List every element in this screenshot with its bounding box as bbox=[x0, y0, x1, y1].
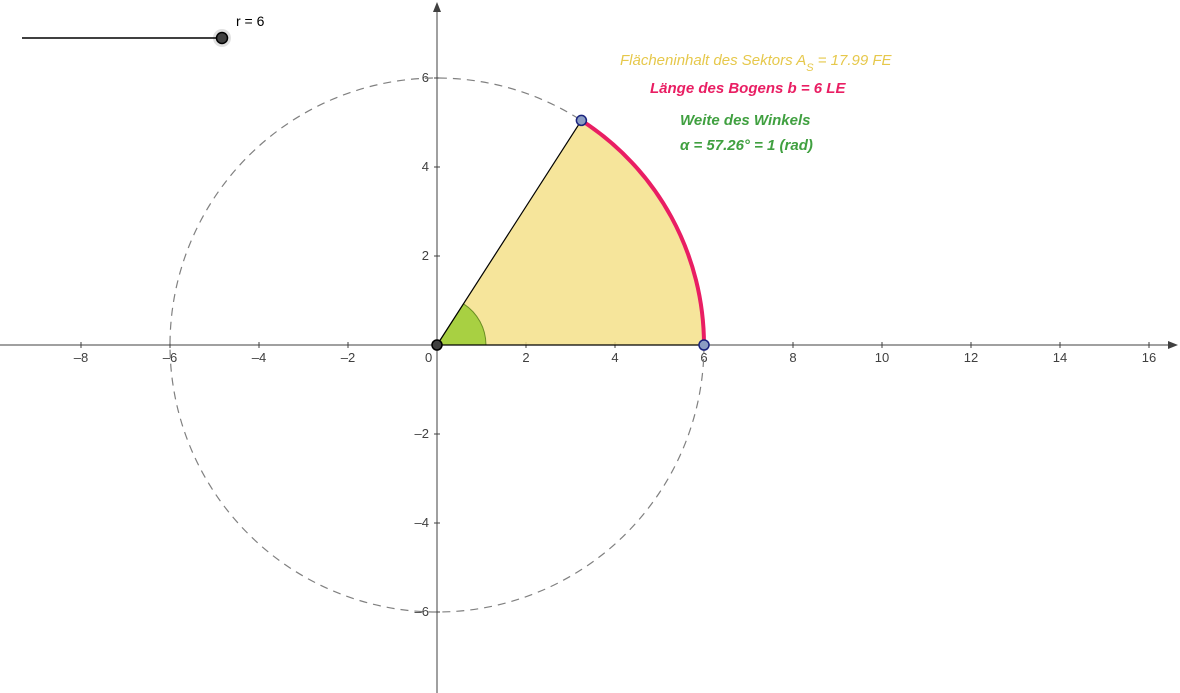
x-tick-label: 14 bbox=[1053, 350, 1067, 365]
y-tick-label: 2 bbox=[422, 248, 429, 263]
x-tick-label: 0 bbox=[425, 350, 432, 365]
x-tick-label: –2 bbox=[341, 350, 355, 365]
radius-slider[interactable]: r = 6 bbox=[22, 13, 265, 47]
label-angle-title: Weite des Winkels bbox=[680, 112, 810, 129]
label-arc: Länge des Bogens b = 6 LE bbox=[650, 80, 846, 97]
x-tick-label: 8 bbox=[789, 350, 796, 365]
geometry-plot: –8–6–4–20246810121416–6–4–2246r = 6Fläch… bbox=[0, 0, 1180, 693]
x-tick-label: 16 bbox=[1142, 350, 1156, 365]
y-tick-label: 6 bbox=[422, 70, 429, 85]
x-tick-label: 10 bbox=[875, 350, 889, 365]
point-a[interactable] bbox=[699, 340, 709, 350]
slider-handle[interactable] bbox=[217, 33, 228, 44]
origin-point[interactable] bbox=[432, 340, 442, 350]
y-tick-label: 4 bbox=[422, 159, 429, 174]
slider-label: r = 6 bbox=[236, 13, 265, 29]
y-tick-label: –4 bbox=[415, 515, 429, 530]
y-tick-label: –2 bbox=[415, 426, 429, 441]
x-tick-label: 12 bbox=[964, 350, 978, 365]
x-tick-label: 4 bbox=[611, 350, 618, 365]
label-area: Flächeninhalt des Sektors AS = 17.99 FE bbox=[620, 52, 893, 74]
x-tick-label: 2 bbox=[522, 350, 529, 365]
sector-fill bbox=[437, 120, 704, 345]
axes: –8–6–4–20246810121416–6–4–2246 bbox=[0, 2, 1178, 693]
label-angle-value: α = 57.26° = 1 (rad) bbox=[680, 137, 813, 154]
x-tick-label: –4 bbox=[252, 350, 266, 365]
point-b[interactable] bbox=[576, 115, 586, 125]
x-tick-label: –8 bbox=[74, 350, 88, 365]
